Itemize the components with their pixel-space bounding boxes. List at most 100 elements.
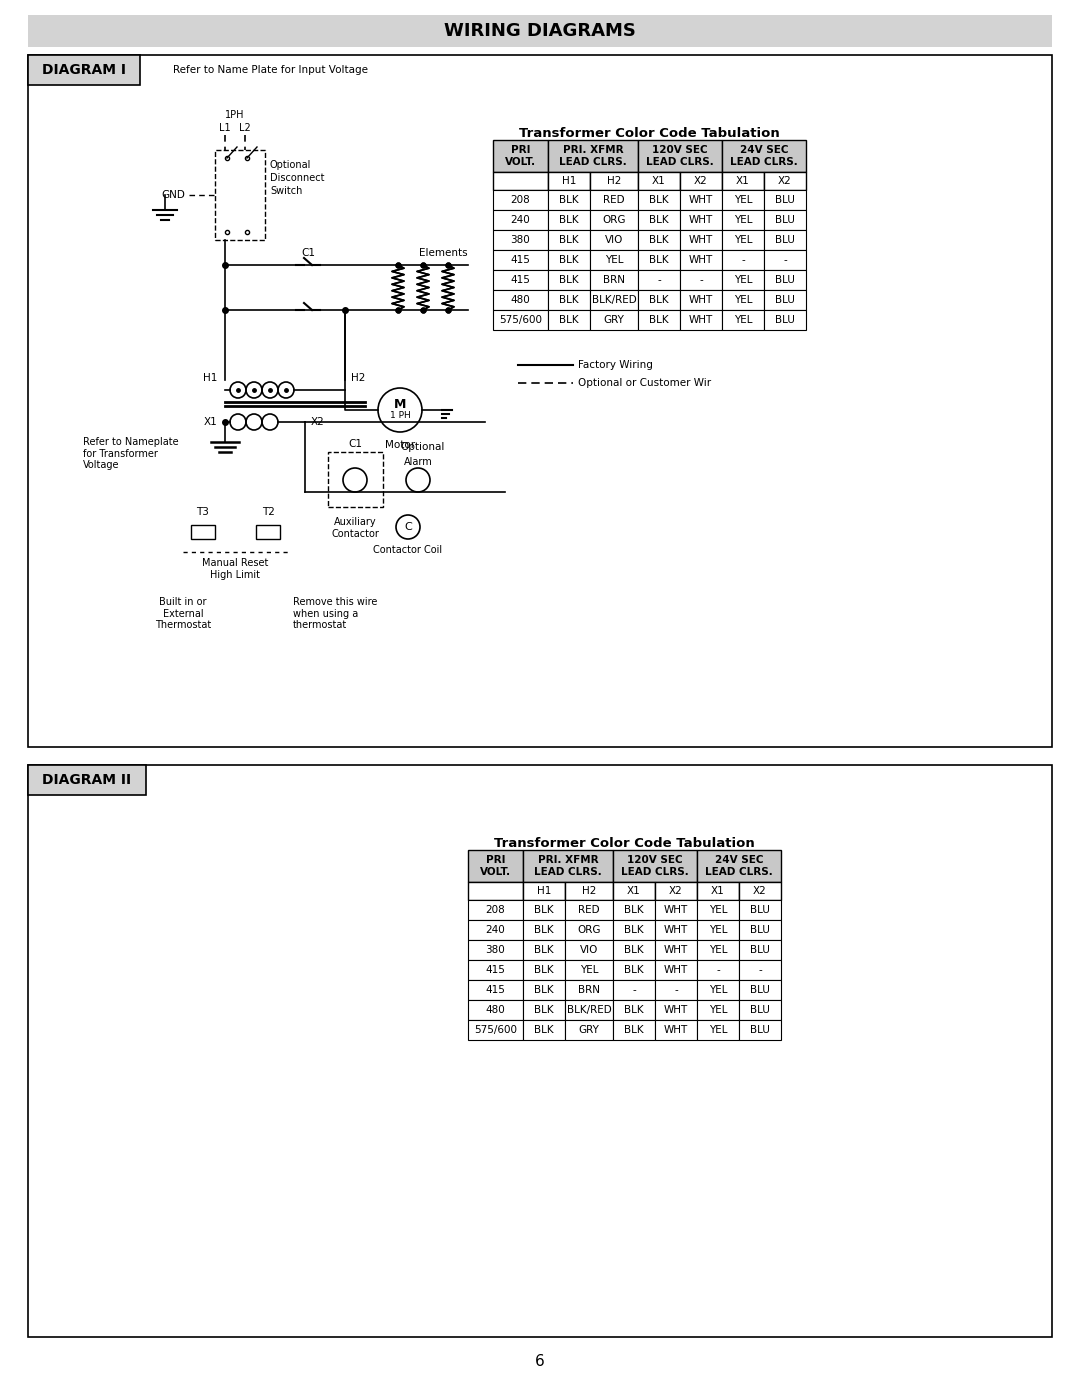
Text: Switch: Switch (270, 186, 302, 196)
Bar (680, 190, 723, 210)
Text: YEL: YEL (708, 905, 727, 915)
Bar (523, 921, 565, 940)
Text: WIRING DIAGRAMS: WIRING DIAGRAMS (444, 22, 636, 41)
Text: 480: 480 (511, 295, 530, 305)
Text: Elements: Elements (419, 249, 468, 258)
Bar (492, 231, 548, 250)
Bar (764, 270, 806, 291)
Text: WHT: WHT (664, 1004, 688, 1016)
Bar (565, 1000, 613, 1020)
Bar (654, 940, 697, 960)
Bar (680, 250, 723, 270)
Bar (739, 1000, 781, 1020)
Bar (697, 921, 739, 940)
Text: 1PH: 1PH (226, 110, 245, 120)
Text: ORG: ORG (603, 215, 625, 225)
Bar (492, 190, 548, 210)
Text: 120V SEC
LEAD CLRS.: 120V SEC LEAD CLRS. (646, 145, 714, 166)
Text: BLU: BLU (775, 215, 795, 225)
Bar (697, 849, 781, 882)
Bar (638, 210, 680, 231)
Text: 24V SEC
LEAD CLRS.: 24V SEC LEAD CLRS. (730, 145, 798, 166)
Text: BLK: BLK (535, 905, 554, 915)
Text: Factory Wiring: Factory Wiring (578, 360, 653, 370)
Text: YEL: YEL (708, 1025, 727, 1035)
Bar (28, 766, 1052, 1337)
Text: X1: X1 (711, 886, 725, 895)
Bar (565, 981, 613, 1000)
Bar (764, 231, 806, 250)
Text: Transformer Color Code Tabulation: Transformer Color Code Tabulation (495, 837, 755, 849)
Text: -: - (657, 275, 661, 285)
Bar (590, 190, 638, 210)
Text: 380: 380 (486, 944, 505, 956)
Text: Transformer Color Code Tabulation: Transformer Color Code Tabulation (519, 127, 780, 140)
Bar (256, 525, 280, 539)
Text: WHT: WHT (664, 944, 688, 956)
Bar (723, 250, 764, 270)
Bar (548, 231, 590, 250)
Bar (638, 190, 680, 210)
Text: X1: X1 (652, 176, 666, 186)
Text: BLU: BLU (775, 314, 795, 326)
Text: DIAGRAM I: DIAGRAM I (42, 63, 126, 77)
Bar (739, 981, 781, 1000)
Text: BLK: BLK (535, 1025, 554, 1035)
Text: -: - (674, 985, 678, 995)
Text: Optional or Customer Wir: Optional or Customer Wir (578, 379, 711, 388)
Text: 480: 480 (486, 1004, 505, 1016)
Bar (680, 210, 723, 231)
Text: WHT: WHT (664, 925, 688, 935)
Bar (468, 1020, 523, 1039)
Text: ORG: ORG (577, 925, 600, 935)
Bar (764, 310, 806, 330)
Bar (523, 900, 565, 921)
Text: M: M (394, 398, 406, 412)
Bar (638, 250, 680, 270)
Text: BLK: BLK (559, 196, 579, 205)
Text: X2: X2 (670, 886, 683, 895)
Bar (680, 172, 723, 190)
Bar (764, 291, 806, 310)
Text: GRY: GRY (579, 1025, 599, 1035)
Text: BLU: BLU (751, 944, 770, 956)
Bar (468, 900, 523, 921)
Bar (548, 172, 590, 190)
Text: -: - (699, 275, 703, 285)
Text: PRI. XFMR
LEAD CLRS.: PRI. XFMR LEAD CLRS. (559, 145, 626, 166)
Text: 208: 208 (486, 905, 505, 915)
Bar (680, 310, 723, 330)
Bar (492, 310, 548, 330)
Bar (739, 940, 781, 960)
Bar (638, 270, 680, 291)
Bar (565, 960, 613, 981)
Bar (548, 190, 590, 210)
Bar (523, 882, 565, 900)
Text: Auxiliary
Contactor: Auxiliary Contactor (332, 517, 379, 539)
Bar (723, 231, 764, 250)
Text: 240: 240 (486, 925, 505, 935)
Bar (590, 172, 638, 190)
Text: Alarm: Alarm (404, 457, 432, 467)
Bar (613, 981, 654, 1000)
Text: 1 PH: 1 PH (390, 412, 410, 420)
Bar (723, 270, 764, 291)
Bar (215, 149, 265, 240)
Text: GRY: GRY (604, 314, 624, 326)
Bar (638, 291, 680, 310)
Text: -: - (716, 965, 720, 975)
Bar (468, 921, 523, 940)
Text: Contactor Coil: Contactor Coil (374, 545, 443, 555)
Text: YEL: YEL (708, 1004, 727, 1016)
Bar (468, 960, 523, 981)
Bar (468, 940, 523, 960)
Text: YEL: YEL (708, 925, 727, 935)
Text: -: - (758, 965, 761, 975)
Bar (723, 310, 764, 330)
Bar (468, 981, 523, 1000)
Text: BRN: BRN (578, 985, 600, 995)
Text: Disconnect: Disconnect (270, 173, 324, 183)
Text: BLK: BLK (559, 256, 579, 265)
Text: YEL: YEL (605, 256, 623, 265)
Text: WHT: WHT (689, 256, 713, 265)
